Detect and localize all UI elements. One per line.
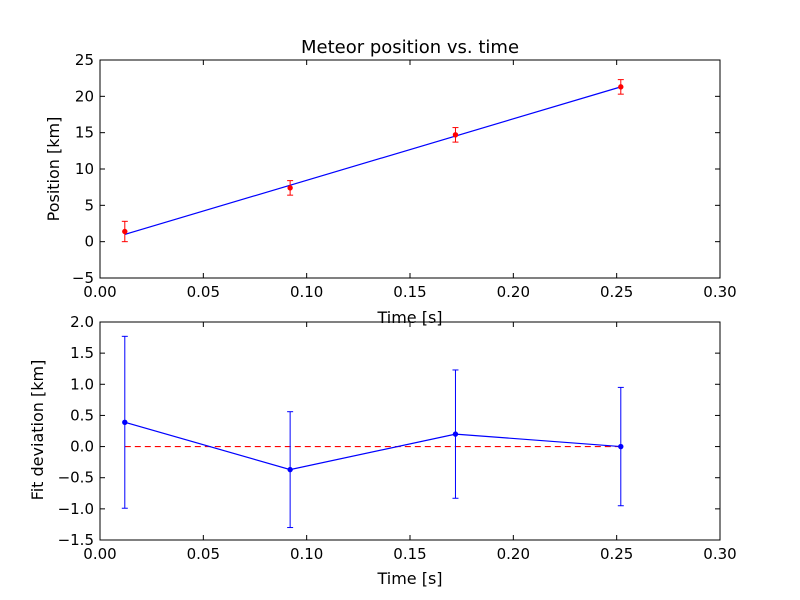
deviation-point (287, 466, 293, 473)
deviation-chart-ytick-label: 0.0 (70, 438, 94, 456)
deviation-chart-ytick-label: 1.0 (70, 375, 94, 393)
deviation-chart-ytick-label: −1.5 (58, 531, 94, 549)
deviation-chart-xticks: 0.00 0.05 0.10 0.15 0.20 0.25 0.30 (83, 322, 737, 563)
position-chart-ytick-label: 25 (75, 51, 94, 69)
deviation-chart-series (121, 335, 624, 529)
position-chart-xtick-label: 0.30 (703, 283, 736, 301)
position-chart-series (121, 79, 624, 243)
position-chart-frame (99, 59, 721, 279)
deviation-chart-ytick-label: −0.5 (58, 469, 94, 487)
position-chart-title: Meteor position vs. time (301, 37, 519, 58)
position-chart: Meteor position vs. time Time [s] Positi… (44, 37, 737, 327)
deviation-chart-xtick-label: 0.05 (187, 545, 220, 563)
position-chart-xtick-label: 0.20 (497, 283, 530, 301)
deviation-chart-xtick-label: 0.30 (703, 545, 736, 563)
position-chart-ytick-label: 20 (75, 87, 94, 105)
position-chart-xticks: 0.00 0.05 0.10 0.15 0.20 0.25 0.30 (83, 60, 737, 301)
position-measurement-point (122, 228, 128, 235)
position-chart-xtick-label: 0.00 (83, 283, 116, 301)
deviation-chart-ytick-label: −1.0 (58, 500, 94, 518)
deviation-line (124, 421, 621, 471)
position-chart-ylabel: Position [km] (44, 117, 63, 222)
position-fit-line (124, 86, 621, 235)
deviation-chart: Time [s] Fit deviation [km] 0.00 0.05 0.10… (28, 313, 737, 588)
position-measurement-point (618, 84, 624, 90)
position-chart-xtick-label: 0.15 (393, 283, 426, 301)
position-chart-ytick-label: −5 (72, 269, 94, 287)
position-chart-yticks: −5 0 5 10 15 20 25 (72, 51, 720, 287)
deviation-point (122, 419, 128, 425)
deviation-chart-ytick-label: 2.0 (70, 313, 94, 331)
deviation-point (618, 443, 624, 450)
position-measurement-point (287, 185, 293, 191)
deviation-chart-xtick-label: 0.25 (600, 545, 633, 563)
deviation-chart-frame (99, 321, 721, 541)
position-chart-ytick-label: 15 (75, 124, 94, 142)
deviation-chart-xtick-label: 0.20 (497, 545, 530, 563)
deviation-chart-xlabel: Time [s] (376, 569, 442, 588)
position-measurement-point (452, 132, 459, 138)
position-chart-xtick-label: 0.10 (290, 283, 323, 301)
deviation-point (452, 431, 459, 437)
deviation-chart-xtick-label: 0.10 (290, 545, 323, 563)
deviation-chart-xtick-label: 0.00 (83, 545, 116, 563)
position-chart-xtick-label: 0.25 (600, 283, 633, 301)
deviation-chart-xtick-label: 0.15 (393, 545, 426, 563)
position-chart-ytick-label: 5 (84, 196, 94, 214)
position-chart-ytick-label: 0 (84, 233, 94, 251)
position-chart-ytick-label: 10 (75, 160, 94, 178)
deviation-chart-ytick-label: 0.5 (70, 406, 94, 424)
deviation-chart-ylabel: Fit deviation [km] (28, 360, 47, 501)
deviation-chart-ytick-label: 1.5 (70, 344, 94, 362)
position-chart-xtick-label: 0.05 (187, 283, 220, 301)
